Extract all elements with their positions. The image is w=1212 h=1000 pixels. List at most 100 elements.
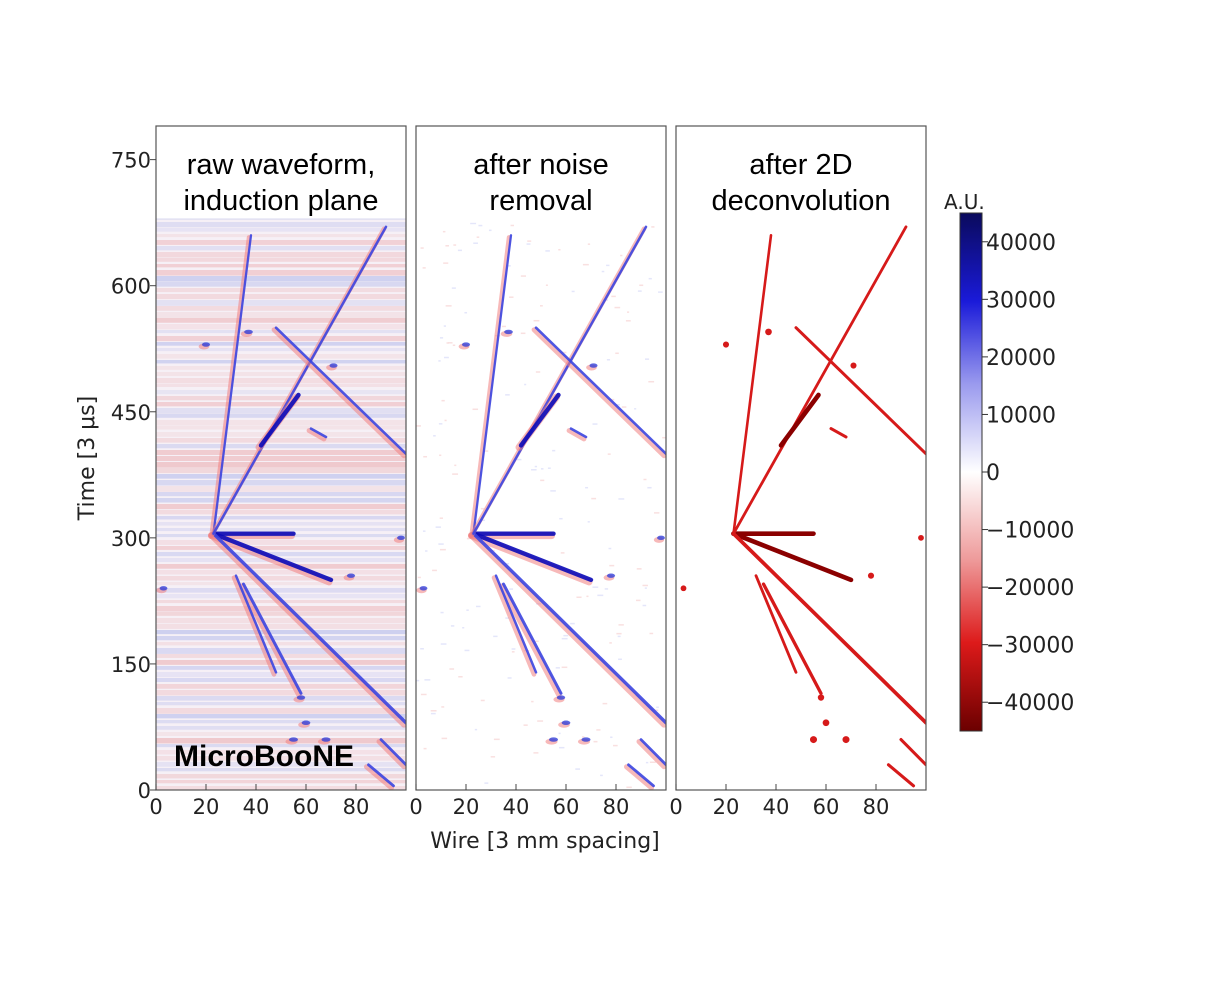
noise-speck: [490, 756, 496, 758]
track-negative-lobe: [472, 234, 513, 535]
track: [794, 326, 926, 456]
noise-speck: [424, 679, 431, 681]
noise-speck: [438, 543, 444, 545]
track: [778, 392, 821, 448]
noise-speck: [591, 497, 597, 500]
noise-stripe: [156, 342, 406, 346]
track-negative-lobe: [234, 574, 278, 674]
noise-speck: [608, 547, 612, 550]
panel-title-line: after 2D: [749, 149, 852, 181]
noise-speck: [507, 265, 511, 267]
noise-speck: [420, 648, 424, 650]
track-positive-lobe: [624, 764, 654, 790]
noise-speck: [545, 284, 548, 286]
track-negative-lobe: [211, 531, 406, 725]
x-tick-label: 0: [409, 795, 422, 819]
noise-speck: [472, 408, 479, 411]
noise-speck: [416, 425, 421, 427]
noise-speck: [533, 319, 540, 322]
hit-blob-negative: [606, 573, 616, 578]
hit-blob-negative: [419, 586, 428, 591]
track-negative-lobe: [518, 392, 561, 448]
noise-stripe: [156, 276, 406, 282]
noise-speck: [592, 586, 599, 588]
noise-stripe: [156, 252, 406, 258]
hit-blob: [765, 328, 772, 336]
noise-stripe: [156, 300, 406, 306]
hit-blob: [680, 585, 687, 592]
track: [731, 531, 926, 725]
noise-speck: [618, 498, 625, 500]
noise-speck: [438, 360, 441, 362]
noise-speck: [653, 512, 660, 514]
noise-speck: [473, 242, 478, 244]
track-negative-lobe: [212, 225, 388, 535]
noise-stripe: [156, 360, 406, 364]
noise-speck: [560, 552, 565, 554]
noise-speck: [416, 679, 420, 682]
noise-speck: [511, 651, 515, 653]
colorbar-tick-label: 30000: [986, 288, 1056, 313]
track-negative-lobe: [471, 531, 666, 725]
hit-blob: [850, 362, 857, 369]
noise-speck: [432, 569, 437, 572]
noise-speck: [636, 568, 642, 570]
noise-speck: [451, 287, 456, 289]
noise-stripe: [156, 234, 406, 238]
noise-speck: [445, 305, 452, 307]
x-tick-label: 20: [713, 795, 740, 819]
noise-speck: [545, 250, 550, 252]
noise-speck: [540, 479, 545, 482]
noise-stripe: [156, 786, 406, 790]
noise-speck: [540, 468, 544, 470]
noise-stripe: [156, 258, 406, 262]
hit-blob: [867, 572, 875, 579]
track-positive-lobe: [376, 739, 406, 770]
track-positive-lobe: [238, 583, 302, 698]
noise-stripe: [156, 444, 406, 449]
noise-stripe: [156, 624, 406, 629]
noise-stripe: [156, 594, 406, 599]
track-negative-lobe: [242, 582, 303, 695]
y-tick-label: 300: [111, 527, 151, 551]
noise-speck: [602, 702, 608, 705]
x-tick-label: 80: [863, 795, 890, 819]
panel-title-box: [156, 126, 406, 219]
noise-speck: [507, 677, 512, 679]
noise-speck: [614, 306, 621, 309]
noise-speck: [585, 486, 589, 489]
noise-speck: [441, 399, 445, 402]
x-tick-label: 20: [193, 795, 220, 819]
noise-stripe: [156, 228, 406, 232]
panel-background: [416, 126, 666, 790]
x-tick-label: 80: [343, 795, 370, 819]
noise-speck: [510, 224, 514, 227]
track-positive-lobe: [636, 739, 666, 770]
noise-speck: [618, 658, 622, 661]
noise-speck: [516, 458, 522, 461]
track-positive-lobe: [566, 428, 587, 442]
track-negative-lobe: [309, 427, 328, 439]
track-negative-lobe: [274, 326, 406, 456]
noise-speck: [509, 588, 514, 590]
colorbar-tick-label: 20000: [986, 346, 1056, 371]
track-negative-lobe: [379, 738, 406, 767]
noise-speck: [531, 700, 534, 703]
hit-blob-negative: [159, 586, 168, 591]
noise-speck: [600, 774, 603, 777]
noise-stripe: [156, 396, 406, 401]
track-positive-lobe: [231, 575, 277, 677]
noise-speck: [644, 587, 647, 589]
noise-speck: [581, 736, 585, 738]
noise-stripe: [156, 702, 406, 706]
noise-speck: [593, 740, 598, 743]
noise-speck: [642, 604, 647, 607]
noise-stripe: [156, 354, 406, 359]
noise-speck: [484, 450, 489, 452]
track-negative-lobe: [212, 234, 253, 535]
noise-stripe: [156, 306, 406, 311]
noise-speck: [476, 605, 481, 608]
noise-speck: [611, 295, 616, 298]
noise-speck: [662, 436, 666, 439]
noise-stripe: [156, 732, 406, 737]
